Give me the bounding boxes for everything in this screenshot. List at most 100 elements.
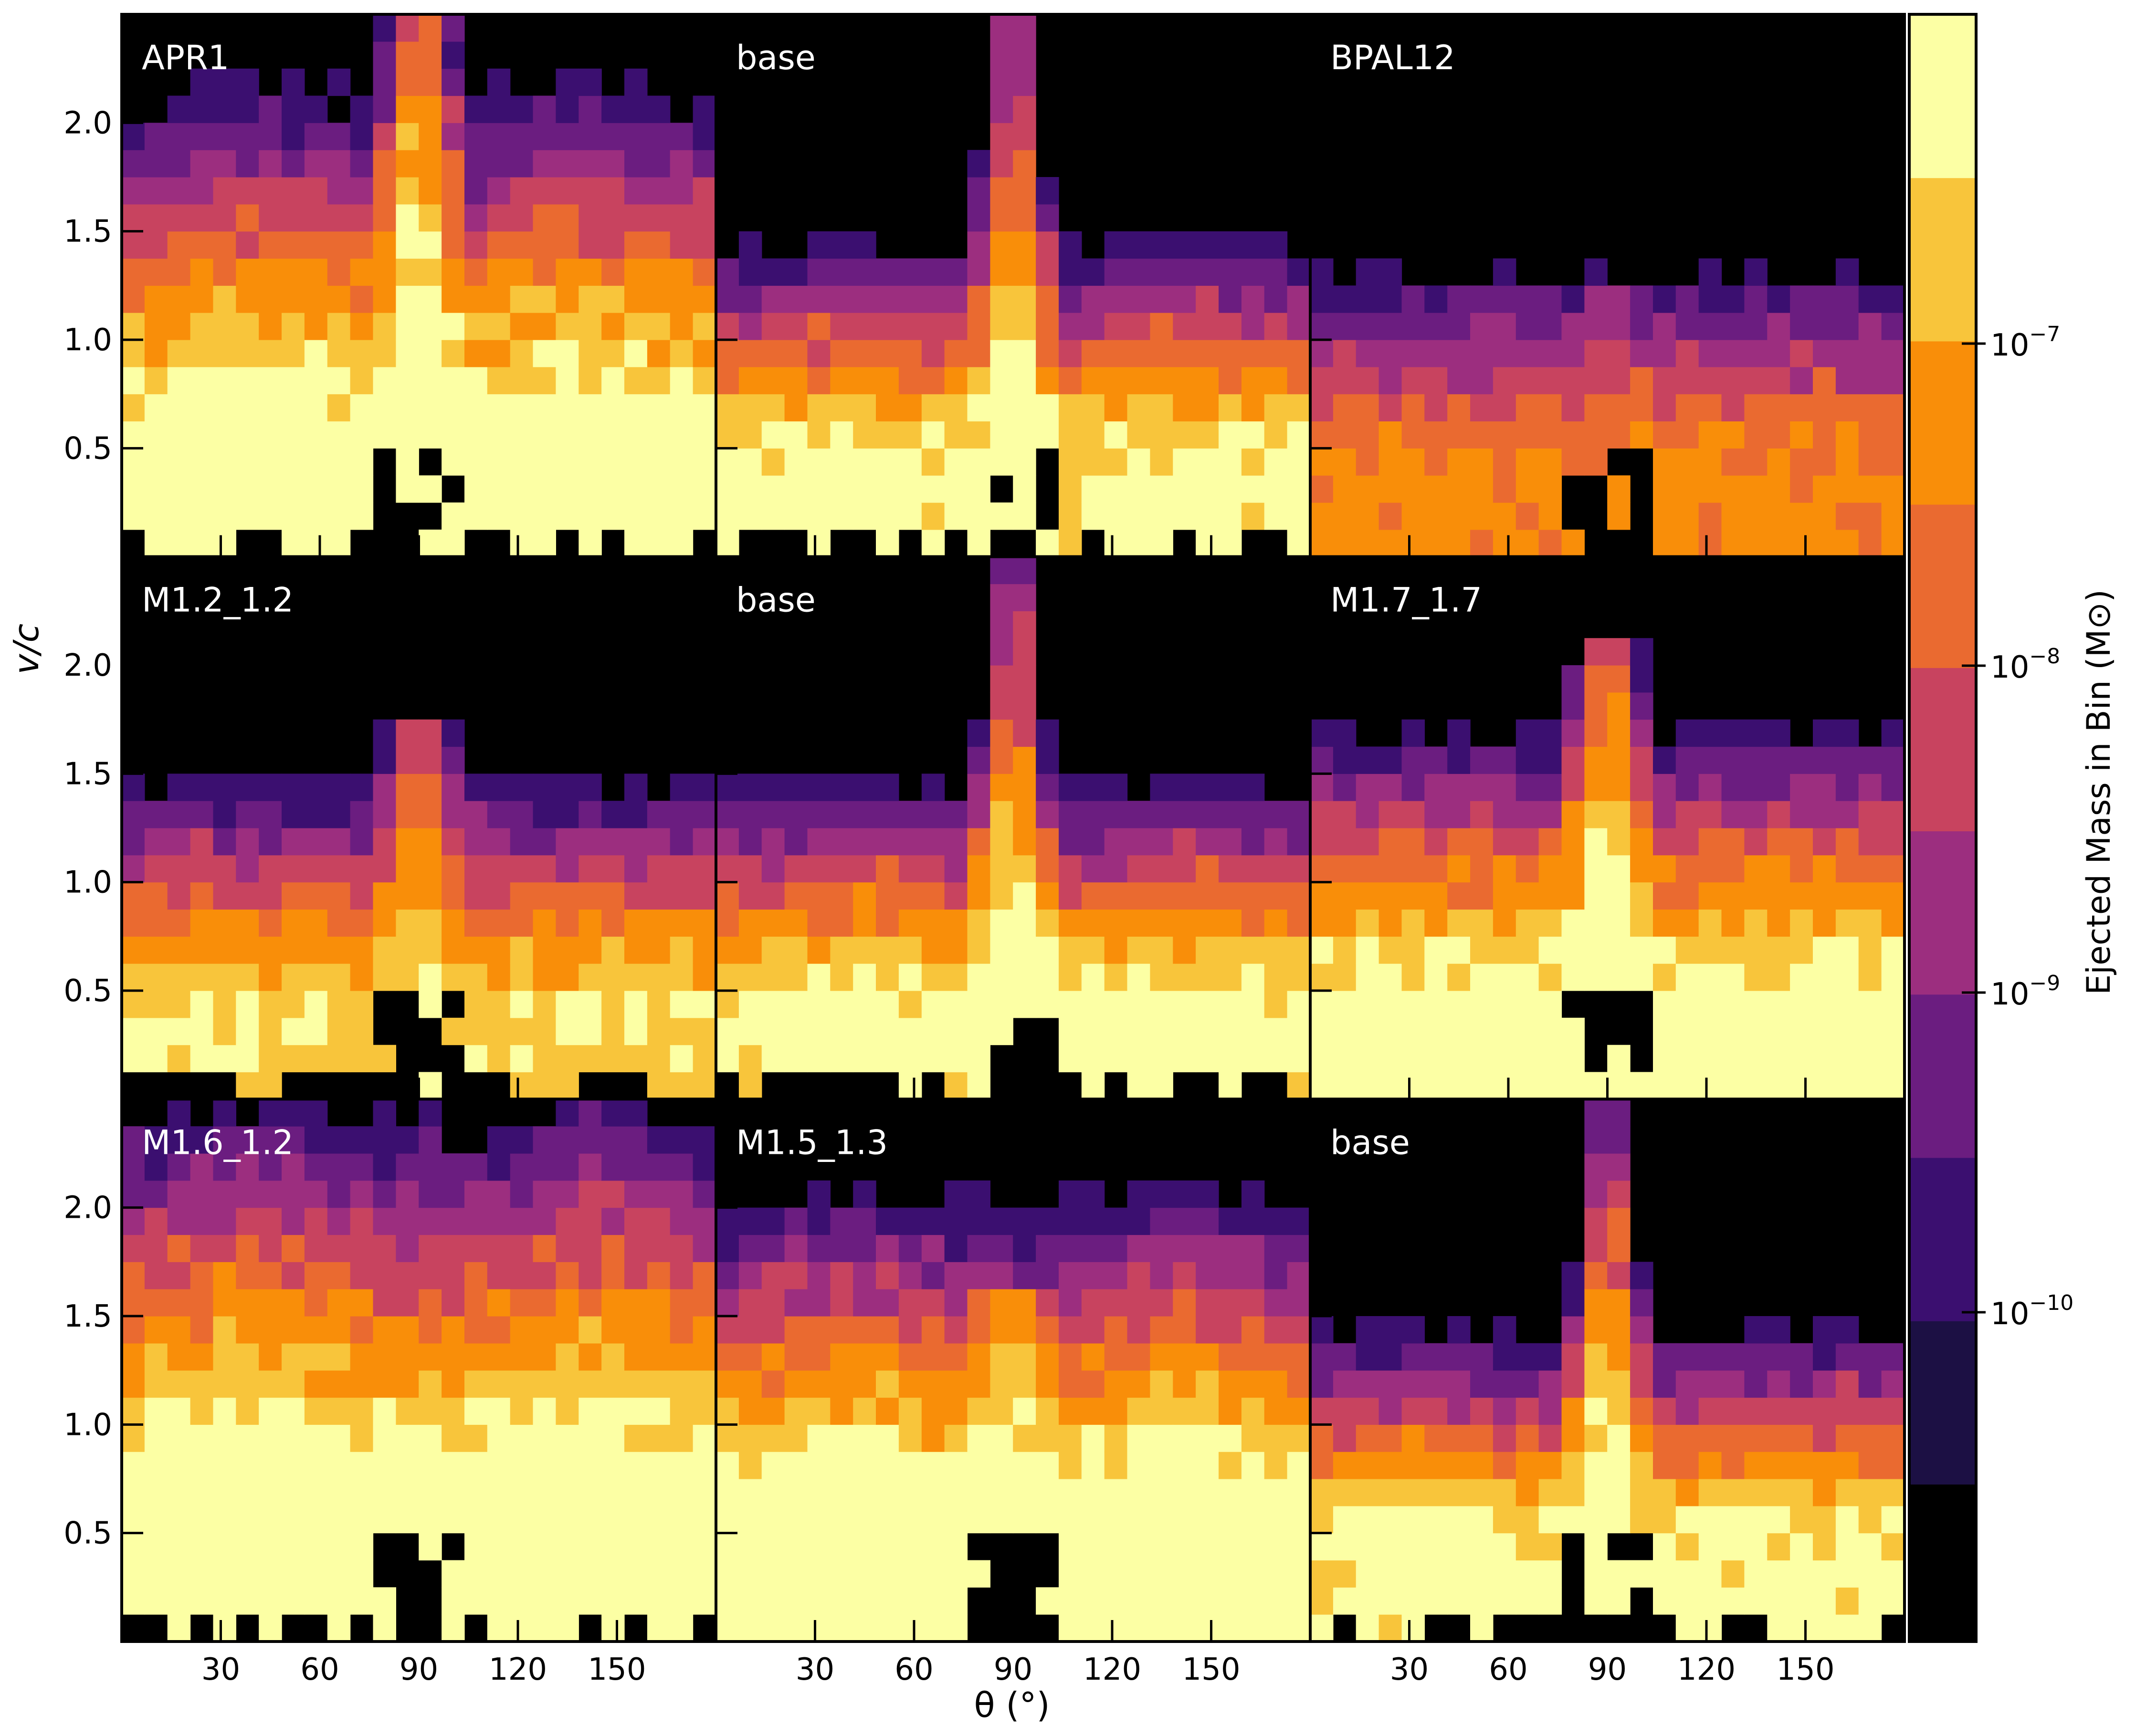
heatmap-cell (1104, 774, 1128, 801)
heatmap-cell (1241, 882, 1265, 910)
heatmap-cell (282, 529, 305, 557)
heatmap-cell (761, 1506, 785, 1534)
heatmap-cell (1241, 448, 1265, 476)
heatmap-cell (990, 204, 1013, 232)
heatmap-cell (1081, 855, 1105, 883)
heatmap-cell (167, 1289, 191, 1317)
heatmap-cell (304, 855, 328, 883)
heatmap-cell (716, 1479, 739, 1506)
heatmap-cell (1219, 1234, 1242, 1262)
heatmap-cell (442, 1234, 465, 1262)
heatmap-cell (282, 828, 305, 856)
heatmap-cell (1127, 1234, 1150, 1262)
heatmap-cell (167, 801, 191, 828)
heatmap-cell (1104, 313, 1128, 340)
heatmap-cell (944, 991, 968, 1018)
heatmap-cell (1424, 1017, 1448, 1046)
colorbar-segment (1909, 14, 1976, 178)
heatmap-cell (1424, 828, 1448, 856)
heatmap-cell (442, 1289, 465, 1317)
heatmap-cell (1219, 855, 1242, 883)
heatmap-cell (670, 1017, 694, 1046)
heatmap-cell (1264, 340, 1288, 367)
heatmap-cell (1515, 1587, 1539, 1615)
heatmap-cell (1538, 1045, 1562, 1073)
heatmap-cell (259, 95, 282, 123)
heatmap-cell (533, 366, 556, 395)
heatmap-cell (1310, 1316, 1334, 1344)
heatmap-cell (1675, 1370, 1699, 1398)
heatmap-cell (967, 285, 990, 313)
heatmap-cell (122, 1180, 145, 1208)
heatmap-cell (1104, 1316, 1128, 1344)
heatmap-cell (898, 1207, 922, 1235)
heatmap-cell (601, 1207, 625, 1235)
heatmap-cell (1378, 746, 1402, 774)
heatmap-cell (990, 692, 1013, 720)
heatmap-cell (1584, 1262, 1608, 1289)
heatmap-cell (1081, 475, 1105, 503)
heatmap-cell (1698, 1072, 1722, 1099)
heatmap-cell (944, 801, 968, 828)
heatmap-cell (853, 828, 876, 856)
heatmap-cell (716, 1560, 739, 1588)
heatmap-cell (1219, 963, 1242, 991)
heatmap-cell (1538, 774, 1562, 801)
heatmap-cell (190, 774, 214, 801)
heatmap-cell (1150, 285, 1173, 313)
heatmap-cell (1356, 529, 1379, 557)
heatmap-cell (921, 475, 945, 503)
heatmap-cell (1561, 1343, 1585, 1371)
heatmap-cell (1584, 366, 1608, 395)
heatmap-cell (1835, 1045, 1859, 1073)
heatmap-cell (1081, 1614, 1105, 1642)
heatmap-cell (144, 1424, 168, 1452)
heatmap-cell (1470, 828, 1494, 856)
heatmap-cell (1744, 340, 1768, 367)
heatmap-cell (601, 231, 625, 259)
heatmap-cell (967, 529, 990, 557)
heatmap-cell (213, 340, 236, 367)
heatmap-cell (1493, 963, 1516, 991)
heatmap-cell (1424, 502, 1448, 530)
heatmap-cell (396, 340, 419, 367)
heatmap-cell (1081, 421, 1105, 449)
heatmap-cell (1493, 1397, 1516, 1425)
heatmap-cell (327, 991, 351, 1018)
heatmap-cell (1150, 231, 1173, 259)
heatmap-cell (236, 1180, 259, 1208)
heatmap-cell (1538, 991, 1562, 1018)
heatmap-cell (1150, 1370, 1173, 1398)
heatmap-cell (830, 231, 853, 259)
heatmap-cell (738, 991, 762, 1018)
heatmap-cell (1447, 1397, 1471, 1425)
heatmap-cell (579, 1234, 602, 1262)
heatmap-cell (556, 313, 579, 340)
heatmap-cell (624, 1207, 648, 1235)
heatmap-cell (579, 1153, 602, 1181)
heatmap-cell (876, 1017, 899, 1046)
heatmap-cell (556, 204, 579, 232)
heatmap-cell (487, 1452, 511, 1479)
heatmap-cell (1356, 1072, 1379, 1099)
heatmap-cell (190, 475, 214, 503)
heatmap-cell (236, 1424, 259, 1452)
heatmap-cell (1515, 313, 1539, 340)
heatmap-cell (1790, 340, 1813, 367)
heatmap-cell (1104, 1017, 1128, 1046)
heatmap-cell (350, 936, 374, 964)
heatmap-cell (144, 1343, 168, 1371)
heatmap-cell (213, 1397, 236, 1425)
heatmap-cell (327, 1397, 351, 1425)
heatmap-cell (190, 1153, 214, 1181)
heatmap-cell (1287, 1533, 1311, 1561)
heatmap-cell (1515, 1017, 1539, 1046)
heatmap-cell (190, 1587, 214, 1615)
heatmap-cell (807, 285, 831, 313)
heatmap-cell (876, 285, 899, 313)
heatmap-cell (304, 1397, 328, 1425)
heatmap-cell (784, 1614, 808, 1642)
heatmap-cell (556, 882, 579, 910)
heatmap-cell (487, 1533, 511, 1561)
heatmap-cell (693, 1370, 716, 1398)
